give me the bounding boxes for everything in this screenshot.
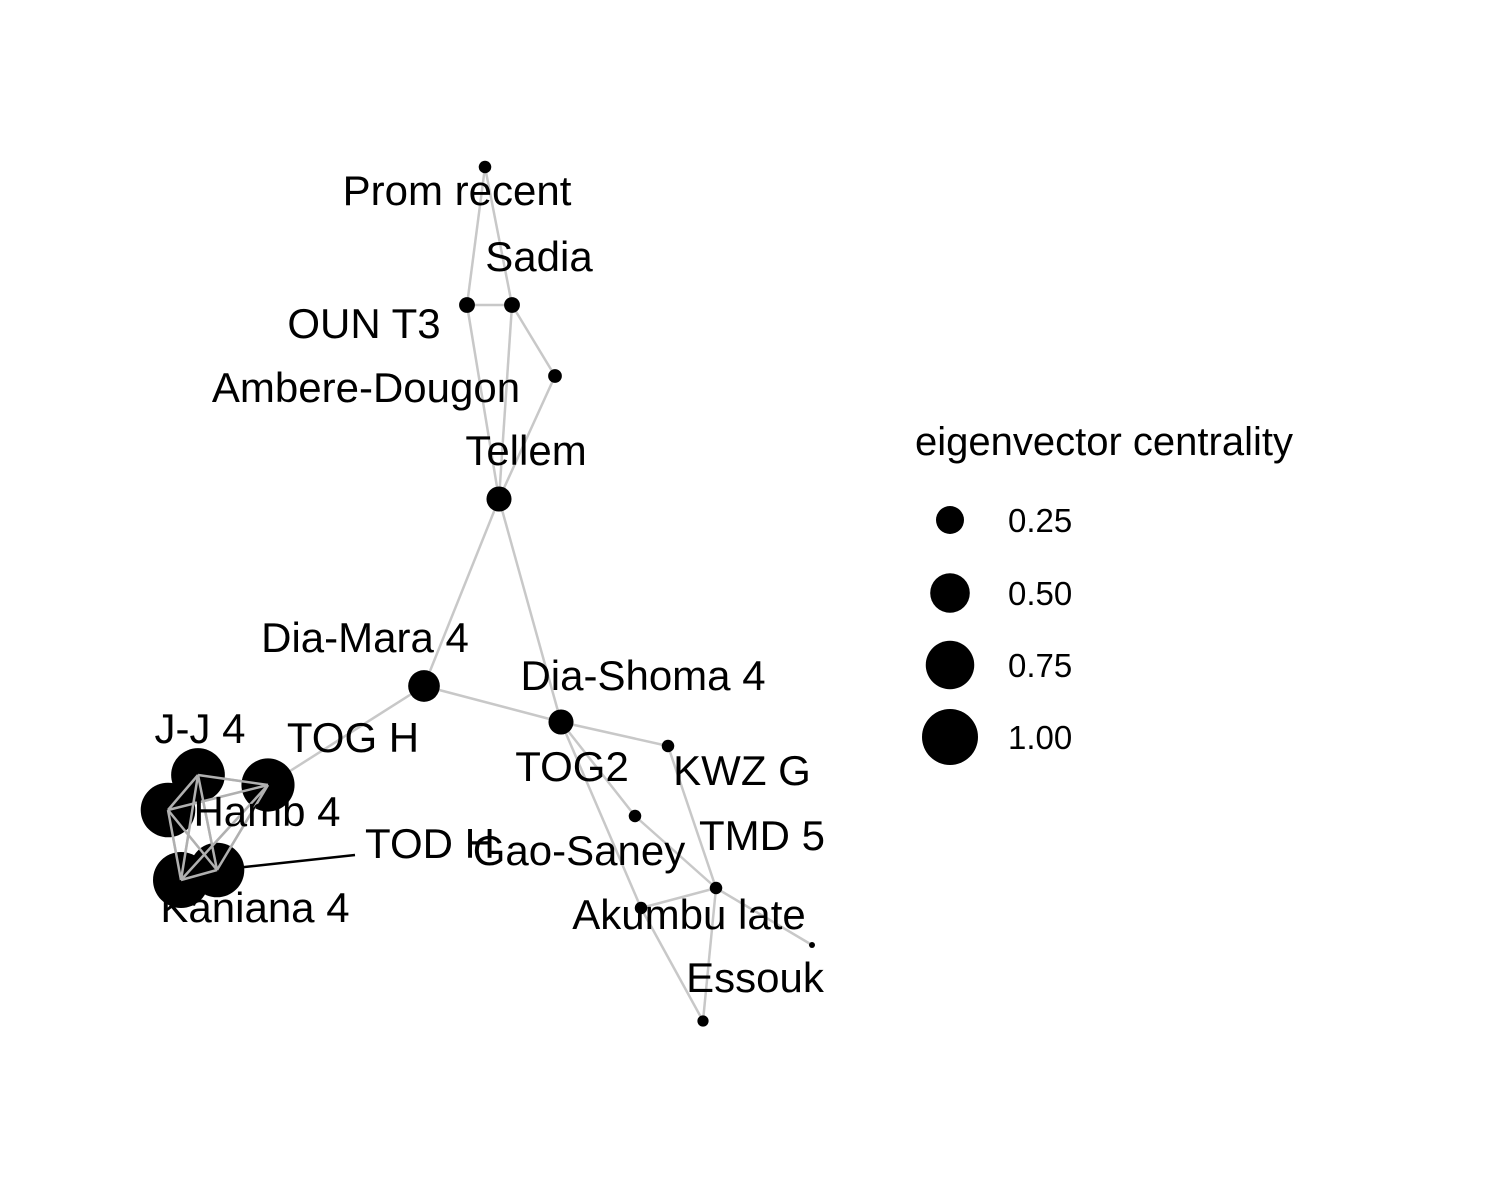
legend-label-1: 0.50 bbox=[1008, 575, 1072, 612]
legend-key-3 bbox=[922, 709, 978, 765]
legend-key-0 bbox=[936, 506, 964, 534]
node-label-hamb4: Hamb 4 bbox=[193, 788, 340, 835]
legend-title: eigenvector centrality bbox=[915, 420, 1293, 464]
node-label-tmd5: TMD 5 bbox=[699, 812, 825, 859]
node-tog2 bbox=[628, 809, 642, 823]
legend-key-2 bbox=[925, 640, 975, 690]
node-tellem bbox=[486, 486, 512, 512]
node-label-gao: Gao-Saney bbox=[473, 827, 685, 874]
node-label-kwz: KWZ G bbox=[673, 747, 811, 794]
edge-sadia-tellem bbox=[497, 304, 514, 500]
edge-overlay-kaniana4-todh bbox=[180, 868, 218, 882]
edge-overlay-jj4-togh bbox=[197, 773, 269, 787]
node-prom bbox=[478, 160, 492, 174]
nodes-layer bbox=[140, 160, 815, 1027]
edge-sadia-ambere bbox=[510, 304, 557, 377]
edge-gao-tmd5 bbox=[640, 886, 717, 910]
edge-overlay-jj4-todh bbox=[196, 774, 219, 871]
node-akumbu bbox=[809, 942, 815, 948]
edge-diashoma-kwz bbox=[560, 720, 669, 748]
legend: eigenvector centrality 0.25 0.50 0.75 1.00 bbox=[915, 420, 1293, 765]
edge-oun-tellem bbox=[465, 304, 501, 500]
node-tmd5 bbox=[709, 881, 723, 895]
node-label-sadia: Sadia bbox=[485, 233, 593, 280]
edge-tmd5-essouk bbox=[701, 887, 718, 1022]
edge-overlay-togh-hamb4 bbox=[167, 783, 269, 812]
legend-label-3: 1.00 bbox=[1008, 719, 1072, 756]
edge-ambere-tellem bbox=[497, 375, 557, 500]
edge-diashoma-tog2 bbox=[560, 721, 636, 817]
node-label-essouk: Essouk bbox=[686, 954, 825, 1001]
node-diashoma bbox=[548, 709, 574, 735]
edge-gao-essouk bbox=[639, 907, 705, 1022]
edge-diashoma-gao bbox=[559, 721, 643, 909]
node-label-prom: Prom recent bbox=[343, 167, 572, 214]
edge-tellem-diamara bbox=[422, 498, 501, 687]
node-label-jj4: J-J 4 bbox=[154, 705, 245, 752]
node-label-oun: OUN T3 bbox=[287, 300, 440, 347]
edge-diamara-diashoma bbox=[423, 684, 562, 724]
edge-tmd5-akumbu bbox=[715, 886, 813, 947]
edge-overlay-togh-todh bbox=[215, 784, 270, 871]
node-label-tog2: TOG2 bbox=[515, 743, 629, 790]
legend-key-1 bbox=[930, 573, 970, 613]
node-labels-layer: Prom recent Sadia OUN T3 Ambere-Dougon Telle… bbox=[154, 167, 825, 1001]
node-label-tellem: Tellem bbox=[465, 427, 586, 474]
legend-label-0: 0.25 bbox=[1008, 502, 1072, 539]
node-sadia bbox=[504, 297, 520, 313]
node-kwz bbox=[661, 739, 675, 753]
edge-overlay-jj4-hamb4 bbox=[167, 774, 199, 811]
node-label-togh: TOG H bbox=[287, 714, 419, 761]
legend-keys: 0.25 0.50 0.75 1.00 bbox=[922, 502, 1072, 765]
edge-prom-sadia bbox=[483, 166, 514, 306]
node-label-todh: TOD H bbox=[365, 820, 495, 867]
edge-overlay-togh-kaniana4 bbox=[180, 784, 269, 881]
node-label-diamara: Dia-Mara 4 bbox=[261, 614, 469, 661]
node-ambere bbox=[548, 369, 562, 383]
node-diamara bbox=[408, 670, 440, 702]
node-label-kaniana4: Kaniana 4 bbox=[160, 884, 349, 931]
edge-tog2-tmd5 bbox=[634, 815, 717, 889]
edge-tellem-diashoma bbox=[497, 498, 563, 723]
edge-kwz-tmd5 bbox=[666, 745, 718, 889]
node-gao bbox=[634, 901, 648, 915]
legend-label-2: 0.75 bbox=[1008, 647, 1072, 684]
node-label-ambere: Ambere-Dougon bbox=[212, 364, 520, 411]
node-label-akumbu: Akumbu late bbox=[572, 891, 805, 938]
node-essouk bbox=[697, 1015, 709, 1027]
node-label-diashoma: Dia-Shoma 4 bbox=[520, 652, 765, 699]
node-oun bbox=[459, 297, 475, 313]
edge-overlay-hamb4-kaniana4 bbox=[166, 809, 183, 881]
edge-overlay-jj4-kaniana4 bbox=[179, 774, 200, 881]
edge-diamara-togh bbox=[267, 684, 425, 787]
edge-overlay-hamb4-todh bbox=[167, 809, 218, 871]
edge-prom-oun bbox=[465, 166, 487, 306]
